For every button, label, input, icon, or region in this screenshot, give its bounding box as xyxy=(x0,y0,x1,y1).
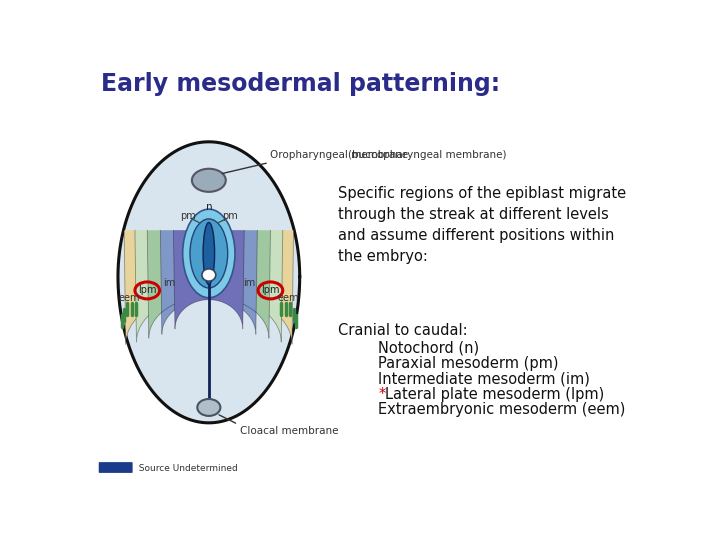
Text: eem: eem xyxy=(119,293,140,303)
Ellipse shape xyxy=(202,269,216,281)
Text: Extraembryonic mesoderm (eem): Extraembryonic mesoderm (eem) xyxy=(378,402,626,417)
Text: Notochord (n): Notochord (n) xyxy=(378,340,480,355)
Text: lpm: lpm xyxy=(261,286,279,295)
Text: Early mesodermal patterning:: Early mesodermal patterning: xyxy=(101,72,500,97)
Ellipse shape xyxy=(192,168,226,192)
Polygon shape xyxy=(124,231,294,345)
FancyBboxPatch shape xyxy=(99,462,132,473)
Polygon shape xyxy=(174,231,244,329)
Text: im: im xyxy=(243,278,255,288)
Polygon shape xyxy=(135,231,283,342)
Polygon shape xyxy=(161,231,257,334)
Text: eem: eem xyxy=(277,293,299,303)
Text: Lateral plate mesoderm (lpm): Lateral plate mesoderm (lpm) xyxy=(385,387,604,402)
Text: Paraxial mesoderm (pm): Paraxial mesoderm (pm) xyxy=(378,356,559,371)
Text: Specific regions of the epiblast migrate
through the streak at different levels
: Specific regions of the epiblast migrate… xyxy=(338,186,626,264)
Text: pm: pm xyxy=(180,211,196,221)
Text: Cloacal membrane: Cloacal membrane xyxy=(240,426,338,436)
Text: (buccopharyngeal membrane): (buccopharyngeal membrane) xyxy=(271,150,507,159)
Ellipse shape xyxy=(197,399,220,416)
Polygon shape xyxy=(118,142,300,423)
Text: Cranial to caudal:: Cranial to caudal: xyxy=(338,323,468,338)
Text: pm: pm xyxy=(222,211,238,221)
Ellipse shape xyxy=(203,222,215,285)
Text: im: im xyxy=(163,278,175,288)
Ellipse shape xyxy=(190,219,228,288)
Text: Oropharyngeal membrane: Oropharyngeal membrane xyxy=(271,150,408,159)
Ellipse shape xyxy=(183,209,235,298)
Polygon shape xyxy=(148,231,271,338)
Text: Intermediate mesoderm (im): Intermediate mesoderm (im) xyxy=(378,372,590,386)
Text: *: * xyxy=(378,387,386,402)
Text: n: n xyxy=(205,202,212,212)
Text: lpm: lpm xyxy=(138,286,156,295)
Text: Source Undetermined: Source Undetermined xyxy=(133,464,238,473)
